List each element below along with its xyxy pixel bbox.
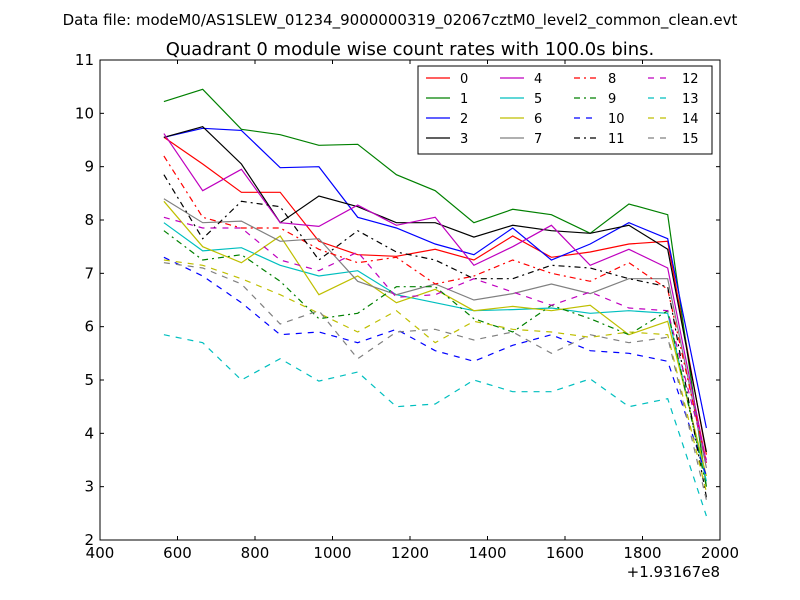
legend-label-2: 2: [460, 112, 468, 127]
axes: 400 600 800 1000 1200 1400 1600 1800 2000 2 3 4 5 6 7 8…: [75, 51, 739, 562]
y-tick-label: 9: [84, 158, 94, 176]
legend-label-6: 6: [534, 112, 542, 127]
series-line-10: [163, 256, 707, 477]
y-tick-label: 10: [75, 104, 94, 122]
x-tick-label: 1000: [313, 544, 351, 562]
y-tick-label: 7: [84, 264, 94, 282]
series-line-11: [163, 174, 707, 498]
series-line-12: [163, 216, 707, 461]
x-tick-label: 1200: [391, 544, 429, 562]
series-line-9: [163, 230, 707, 487]
series-line-0: [163, 136, 707, 455]
legend-label-12: 12: [682, 72, 699, 87]
x-tick-label: 2000: [701, 544, 739, 562]
y-tick-label: 4: [84, 424, 94, 442]
series-line-8: [163, 155, 707, 463]
y-tick-label: 5: [84, 371, 94, 389]
y-tick-label: 6: [84, 318, 94, 336]
legend-label-14: 14: [682, 112, 699, 127]
legend-box: [417, 65, 713, 155]
series-line-14: [163, 259, 707, 493]
legend-label-9: 9: [608, 92, 616, 107]
x-tick-label: 400: [86, 544, 115, 562]
y-tick-label: 11: [75, 51, 94, 69]
legend-label-13: 13: [682, 92, 699, 107]
y-tick-label: 2: [84, 531, 94, 549]
legend-label-5: 5: [534, 92, 542, 107]
legend-label-10: 10: [608, 112, 625, 127]
series-line-3: [163, 126, 707, 453]
legend-label-15: 15: [682, 132, 699, 147]
x-tick-label: 1600: [546, 544, 584, 562]
series-line-1: [163, 88, 707, 487]
legend-label-1: 1: [460, 92, 468, 107]
x-tick-label: 800: [241, 544, 270, 562]
chart-title: Quadrant 0 module wise count rates with …: [166, 39, 655, 60]
plot-area: [163, 88, 707, 517]
series-line-2: [163, 127, 707, 429]
series-line-15: [163, 262, 707, 501]
legend-label-8: 8: [608, 72, 616, 87]
series-line-6: [163, 200, 707, 477]
x-offset-label: +1.93167e8: [627, 563, 720, 581]
legend-label-7: 7: [534, 132, 542, 147]
suptitle: Data file: modeM0/AS1SLEW_01234_90000003…: [63, 11, 738, 30]
series-line-13: [163, 334, 707, 517]
x-tick-label: 600: [163, 544, 192, 562]
legend-label-11: 11: [608, 132, 625, 147]
x-tick-label: 1400: [468, 544, 506, 562]
y-tick-label: 3: [84, 478, 94, 496]
y-tick-label: 8: [84, 211, 94, 229]
series-line-4: [163, 133, 707, 463]
legend-label-4: 4: [534, 72, 542, 87]
series-line-5: [163, 222, 707, 482]
legend-label-3: 3: [460, 132, 468, 147]
legend-label-0: 0: [460, 72, 468, 87]
x-tick-label: 1800: [623, 544, 661, 562]
